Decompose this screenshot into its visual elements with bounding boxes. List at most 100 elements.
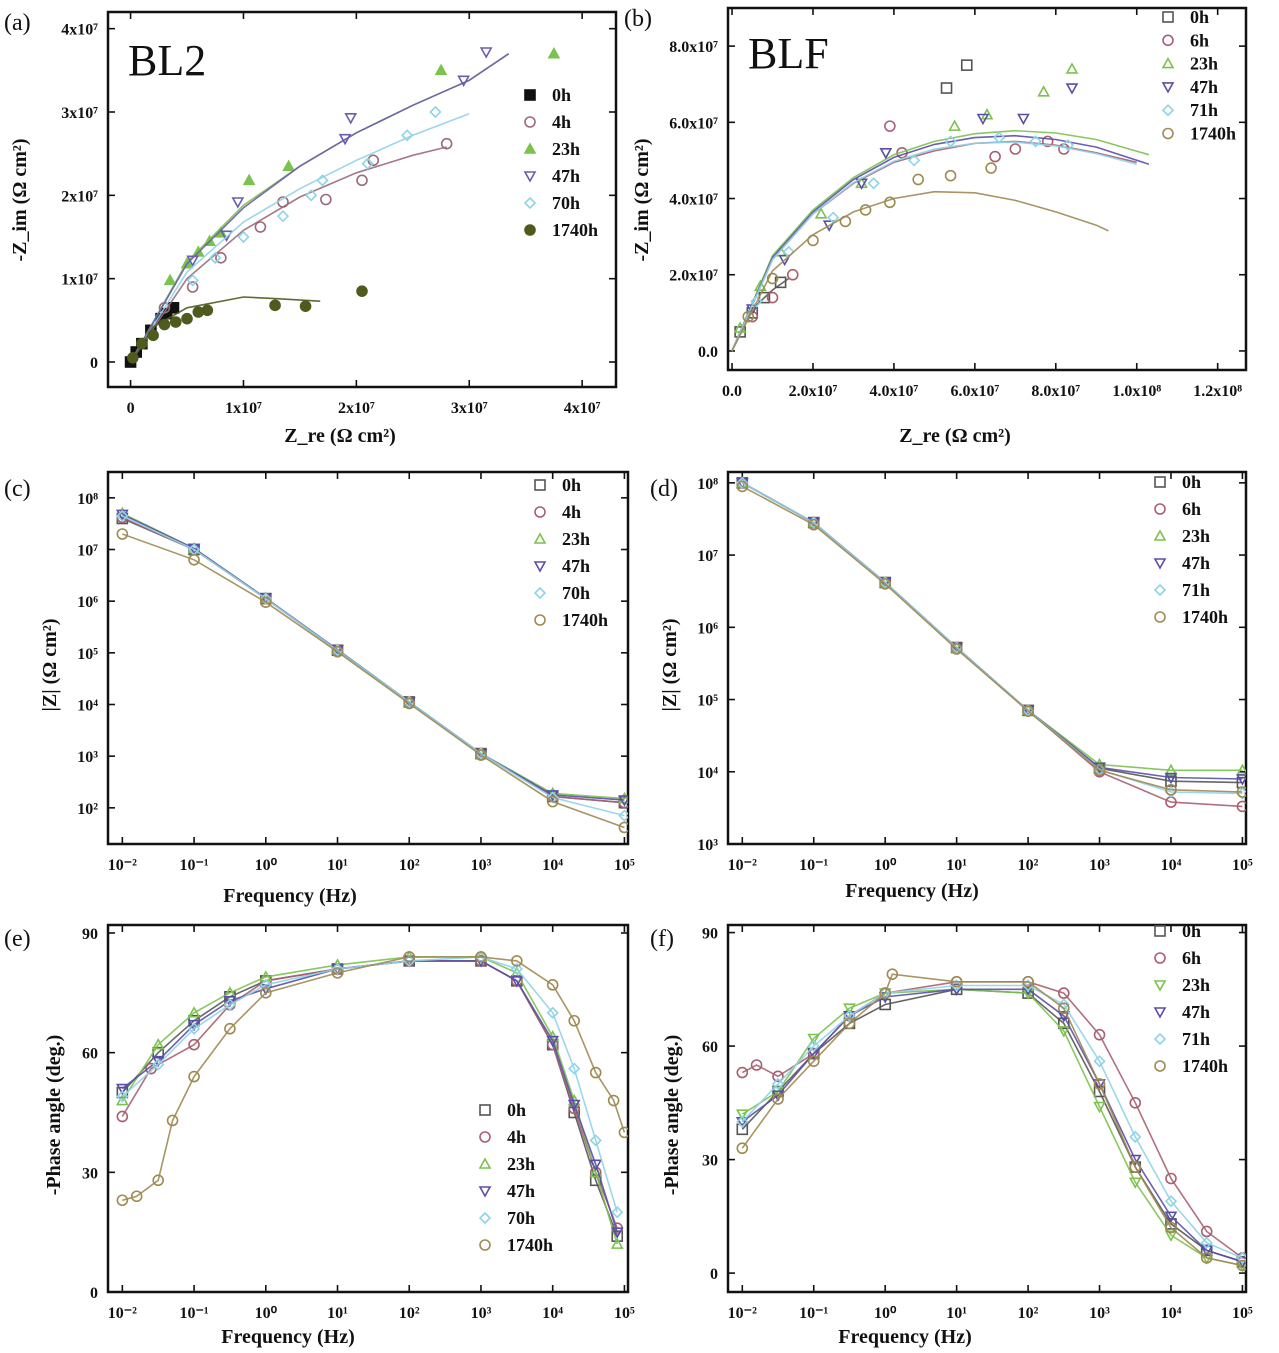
data-point bbox=[116, 1090, 129, 1103]
data-point bbox=[1165, 1221, 1177, 1234]
legend-label: 0h bbox=[1190, 7, 1209, 27]
x-tick-label: 10¹ bbox=[327, 1305, 348, 1322]
data-point bbox=[568, 1062, 581, 1075]
legend-marker bbox=[1154, 503, 1166, 515]
series-4h bbox=[129, 137, 453, 363]
x-tick-label: 4.0x10⁷ bbox=[870, 383, 919, 400]
legend: 0h 6h 23h 47h 71h 1740h bbox=[1153, 472, 1228, 627]
data-point bbox=[940, 82, 953, 94]
chart-panel-d: (d) 10⁻² 10⁻¹ 10⁰ 10¹ 10² 10³ 10⁴ 10⁵ 10³ 10⁴ 10⁵ 10… bbox=[650, 470, 1253, 902]
data-point bbox=[912, 173, 925, 186]
data-point bbox=[209, 251, 222, 264]
legend-marker bbox=[524, 224, 536, 236]
data-point bbox=[944, 169, 957, 182]
data-point bbox=[1057, 1011, 1071, 1023]
y-tick-label: 10² bbox=[77, 801, 98, 818]
y-tick-label: 10⁵ bbox=[77, 646, 98, 663]
data-point bbox=[546, 1006, 559, 1019]
data-point bbox=[546, 791, 559, 804]
x-tick-label: 10⁰ bbox=[874, 857, 897, 874]
data-point bbox=[479, 47, 493, 59]
data-point bbox=[429, 105, 442, 119]
y-tick-label: 0 bbox=[90, 1285, 98, 1302]
axis-frame bbox=[106, 470, 630, 846]
data-point bbox=[618, 809, 628, 822]
data-point bbox=[188, 1070, 200, 1083]
x-axis-label: Frequency (Hz) bbox=[221, 1326, 355, 1348]
chart-title: BL2 bbox=[128, 36, 206, 85]
legend-marker bbox=[533, 532, 547, 544]
legend-marker bbox=[1153, 583, 1167, 597]
axis-frame bbox=[106, 923, 630, 1294]
data-point bbox=[567, 1099, 581, 1112]
chart-panel-a: (a) BL2 0 1x10⁷ 2x10⁷ 3x10⁷ 4x10⁷ 0 1x10⁷ 2x10⁷ 3x… bbox=[4, 10, 618, 447]
data-point bbox=[1200, 1252, 1213, 1264]
data-point bbox=[116, 1194, 129, 1207]
series-70h bbox=[129, 105, 470, 363]
data-point bbox=[115, 1083, 129, 1096]
data-point bbox=[166, 1114, 179, 1127]
data-point bbox=[610, 1237, 624, 1249]
data-point bbox=[778, 254, 792, 267]
legend: 0h 4h 23h 47h 70h 1740h bbox=[523, 85, 598, 240]
series-70h bbox=[116, 950, 624, 1219]
chart-title: BLF bbox=[748, 29, 829, 78]
x-tick-label: 10⁴ bbox=[542, 857, 563, 874]
data-point bbox=[976, 113, 990, 126]
data-point bbox=[151, 1038, 165, 1050]
series-1740h bbox=[127, 285, 368, 364]
legend-marker bbox=[1154, 925, 1166, 937]
data-point bbox=[985, 162, 997, 174]
x-tick-label: 10² bbox=[399, 1305, 420, 1322]
x-tick-label: 10⁻² bbox=[108, 857, 137, 874]
data-point bbox=[259, 987, 272, 999]
data-point bbox=[215, 252, 227, 264]
legend-marker bbox=[479, 1131, 491, 1143]
legend-marker bbox=[478, 1211, 492, 1225]
plot-area bbox=[731, 59, 1150, 352]
data-point bbox=[886, 968, 899, 980]
fit-line bbox=[731, 190, 1109, 352]
x-tick-label: 10⁻¹ bbox=[799, 857, 828, 874]
data-point bbox=[736, 1142, 749, 1155]
y-tick-label: 10⁵ bbox=[697, 693, 718, 710]
legend-marker bbox=[479, 1239, 491, 1251]
data-point bbox=[1029, 135, 1042, 148]
chart-panel-b: (b) BLF 0.0 2.0x10⁷ 4.0x10⁷ 6.0x10⁷ 8.0x10⁷ 1.0… bbox=[624, 6, 1248, 447]
legend-label: 4h bbox=[552, 112, 571, 132]
series-1740h bbox=[731, 162, 1109, 352]
legend-label: 71h bbox=[1190, 100, 1218, 120]
data-point bbox=[320, 193, 332, 206]
legend-marker bbox=[1161, 104, 1175, 117]
data-point bbox=[568, 1014, 581, 1027]
legend-label: 70h bbox=[552, 193, 580, 213]
legend-label: 0h bbox=[562, 475, 581, 495]
series-1740h bbox=[116, 951, 628, 1207]
legend-label: 47h bbox=[1182, 553, 1210, 573]
x-tick-label: 10⁵ bbox=[1232, 857, 1253, 874]
data-point bbox=[269, 299, 281, 312]
x-tick-label: 8.0x10⁷ bbox=[1031, 383, 1080, 400]
data-point bbox=[1057, 1026, 1071, 1038]
data-point bbox=[169, 316, 182, 328]
y-tick-label: 30 bbox=[702, 1153, 718, 1170]
data-point bbox=[750, 295, 763, 308]
data-point bbox=[950, 643, 963, 655]
data-point bbox=[475, 951, 487, 963]
data-point bbox=[1093, 1085, 1106, 1098]
legend-marker bbox=[1153, 1032, 1167, 1046]
data-point bbox=[186, 281, 199, 293]
series-71h bbox=[736, 979, 1246, 1265]
legend: 0h 4h 23h 47h 70h 1740h bbox=[533, 475, 608, 630]
data-point bbox=[1065, 83, 1079, 95]
data-point bbox=[735, 1109, 749, 1121]
data-point bbox=[589, 1066, 602, 1079]
y-tick-label: 10³ bbox=[697, 837, 718, 854]
data-point bbox=[822, 220, 836, 232]
panel-label: (b) bbox=[624, 6, 652, 32]
data-point bbox=[742, 310, 755, 323]
legend-label: 23h bbox=[1190, 54, 1218, 74]
panel-label: (c) bbox=[4, 476, 31, 502]
data-point bbox=[254, 221, 267, 233]
data-point bbox=[589, 1134, 602, 1147]
